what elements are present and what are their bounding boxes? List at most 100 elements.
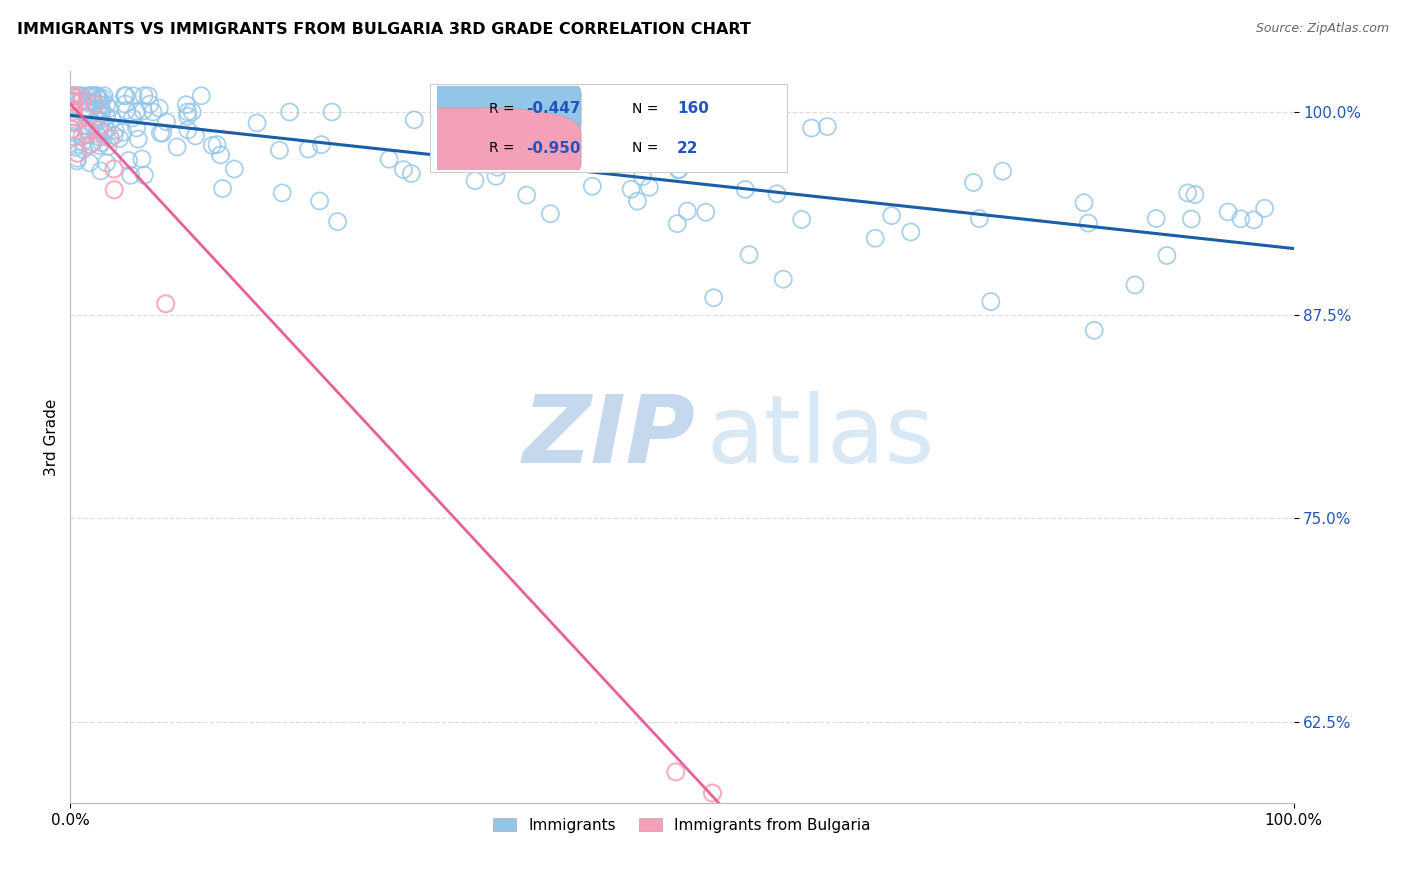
Point bbox=[89, 130, 111, 145]
Point bbox=[434, 125, 457, 139]
Point bbox=[211, 181, 233, 195]
Point bbox=[1156, 248, 1178, 262]
Point bbox=[695, 205, 717, 219]
Point bbox=[155, 115, 177, 129]
Point bbox=[505, 133, 527, 147]
Text: ZIP: ZIP bbox=[523, 391, 696, 483]
Point bbox=[880, 209, 903, 223]
Point bbox=[115, 88, 138, 103]
Point bbox=[121, 111, 143, 125]
Point bbox=[93, 88, 115, 103]
Text: IMMIGRANTS VS IMMIGRANTS FROM BULGARIA 3RD GRADE CORRELATION CHART: IMMIGRANTS VS IMMIGRANTS FROM BULGARIA 3… bbox=[17, 22, 751, 37]
Point bbox=[63, 140, 86, 154]
Point bbox=[103, 128, 125, 143]
Point bbox=[174, 97, 197, 112]
Point bbox=[246, 116, 269, 130]
Point bbox=[149, 126, 172, 140]
Point bbox=[62, 88, 84, 103]
Point bbox=[89, 138, 111, 153]
Point bbox=[108, 131, 131, 145]
Point bbox=[205, 137, 228, 152]
Point bbox=[80, 88, 103, 103]
Point bbox=[980, 294, 1002, 309]
Point bbox=[1253, 202, 1275, 216]
Point bbox=[297, 142, 319, 156]
Point bbox=[969, 211, 991, 226]
Point bbox=[638, 180, 661, 194]
Point bbox=[321, 105, 343, 120]
Point bbox=[134, 168, 156, 182]
Point bbox=[93, 118, 115, 132]
Point bbox=[96, 122, 118, 136]
Point bbox=[308, 194, 330, 208]
Point bbox=[1184, 187, 1206, 202]
Point bbox=[104, 123, 127, 137]
Point bbox=[59, 88, 82, 103]
Point bbox=[63, 110, 86, 124]
Point bbox=[516, 188, 538, 202]
Point bbox=[278, 105, 301, 120]
Point bbox=[91, 125, 114, 139]
Point bbox=[87, 92, 110, 106]
Point bbox=[464, 174, 486, 188]
Point bbox=[676, 204, 699, 219]
Point bbox=[86, 88, 108, 103]
Point bbox=[122, 88, 145, 103]
Point bbox=[67, 88, 90, 103]
Point bbox=[1230, 211, 1253, 226]
Point bbox=[132, 88, 155, 103]
Point bbox=[75, 119, 97, 133]
Point bbox=[1123, 277, 1146, 292]
Point bbox=[63, 114, 86, 128]
Point bbox=[401, 167, 423, 181]
Point bbox=[72, 135, 94, 149]
Point bbox=[668, 135, 690, 149]
Point bbox=[600, 148, 623, 162]
Point bbox=[176, 105, 198, 120]
Point bbox=[139, 97, 162, 112]
Point bbox=[66, 153, 89, 168]
Point bbox=[1073, 195, 1095, 210]
Point bbox=[666, 217, 689, 231]
Point bbox=[269, 143, 291, 157]
Point bbox=[66, 146, 89, 161]
Point bbox=[790, 212, 813, 227]
Point bbox=[815, 120, 838, 134]
Point bbox=[631, 169, 654, 184]
Point bbox=[666, 163, 689, 178]
Point bbox=[83, 97, 105, 112]
Point bbox=[86, 126, 108, 140]
Point bbox=[96, 98, 118, 112]
Point bbox=[79, 156, 101, 170]
Point bbox=[117, 153, 139, 168]
Point bbox=[668, 162, 690, 177]
Point bbox=[404, 112, 426, 127]
Point bbox=[505, 150, 527, 164]
Point bbox=[392, 162, 415, 177]
Point bbox=[86, 113, 108, 128]
Point bbox=[702, 786, 724, 800]
Point bbox=[90, 136, 112, 150]
Point bbox=[97, 139, 120, 153]
Y-axis label: 3rd Grade: 3rd Grade bbox=[44, 399, 59, 475]
Point bbox=[103, 183, 125, 197]
Point bbox=[900, 225, 922, 239]
Point bbox=[209, 148, 232, 162]
Point bbox=[132, 103, 155, 118]
Point bbox=[62, 95, 84, 110]
Point bbox=[152, 126, 174, 140]
Point bbox=[63, 115, 86, 129]
Point bbox=[738, 247, 761, 261]
Legend: Immigrants, Immigrants from Bulgaria: Immigrants, Immigrants from Bulgaria bbox=[486, 812, 877, 839]
Point bbox=[734, 182, 756, 196]
Point bbox=[66, 151, 89, 165]
Point bbox=[311, 137, 333, 152]
Point bbox=[1243, 212, 1265, 227]
Point bbox=[190, 88, 212, 103]
Point bbox=[962, 176, 984, 190]
Point bbox=[766, 186, 789, 201]
Point bbox=[131, 152, 153, 166]
Point bbox=[77, 104, 100, 119]
Point bbox=[1144, 211, 1167, 226]
Point bbox=[582, 136, 605, 150]
